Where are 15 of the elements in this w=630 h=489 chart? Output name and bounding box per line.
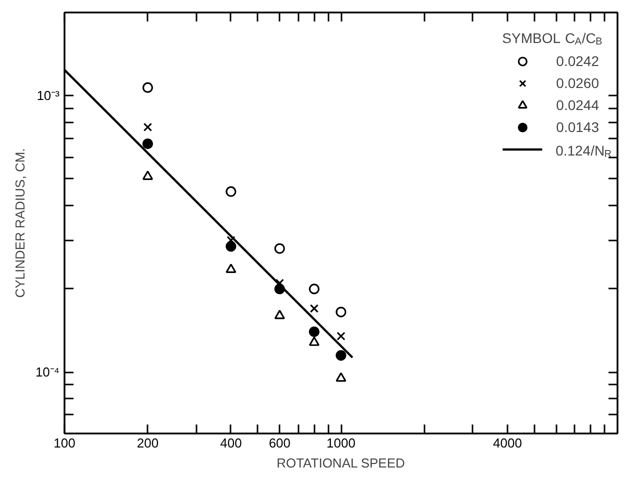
- legend-label: 0.0143: [556, 119, 599, 135]
- x-tick-label: 4000: [493, 436, 522, 450]
- x-tick-label: 1000: [326, 436, 356, 450]
- legend-label: 0.0260: [556, 75, 599, 91]
- y-tick-label: 10⁻³: [36, 88, 60, 104]
- legend-title: SYMBOL: [502, 30, 561, 46]
- legend-label: 0.0244: [556, 97, 599, 113]
- x-tick-label: 600: [268, 436, 291, 450]
- y-tick-label: 10⁻⁴: [35, 364, 60, 380]
- y-axis-title: CYLINDER RADIUS, CM.: [12, 148, 28, 298]
- x-axis-title: ROTATIONAL SPEED: [276, 456, 405, 470]
- legend-label: 0.0242: [556, 53, 599, 69]
- x-tick-label: 200: [136, 436, 159, 450]
- x-tick-label: 100: [54, 436, 76, 450]
- x-tick-label: 400: [220, 436, 242, 450]
